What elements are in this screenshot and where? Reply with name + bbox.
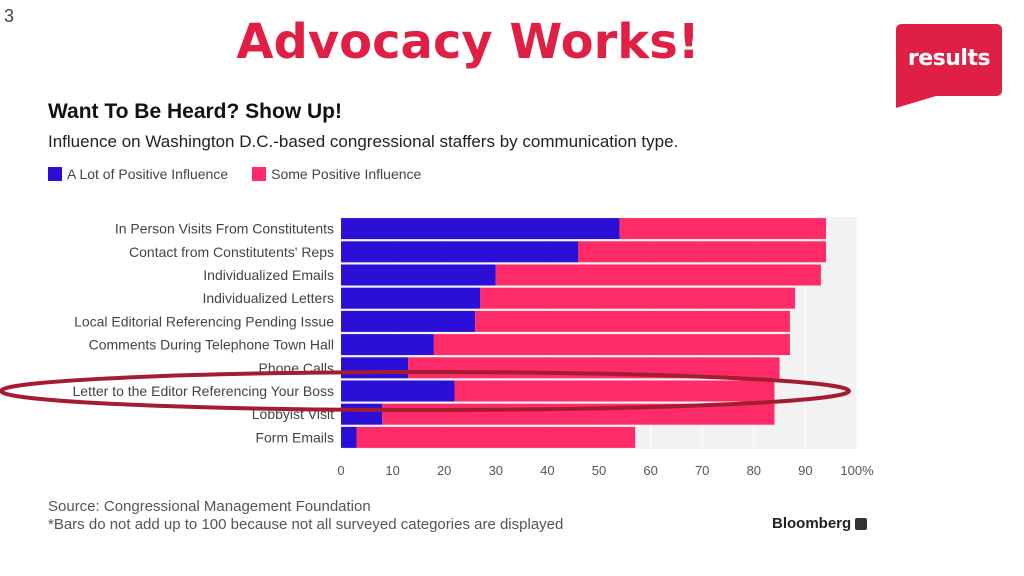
category-label: Individualized Emails bbox=[203, 267, 334, 283]
legend-item-a-lot: A Lot of Positive Influence bbox=[48, 166, 228, 182]
chart-subtitle: Influence on Washington D.C.-based congr… bbox=[48, 132, 679, 151]
legend-label-a-lot: A Lot of Positive Influence bbox=[67, 166, 229, 182]
bar-some bbox=[495, 264, 821, 286]
x-tick-label: 50 bbox=[592, 463, 606, 478]
publisher-logo: Bloomberg bbox=[772, 515, 868, 532]
publisher-name: Bloomberg bbox=[772, 515, 852, 532]
category-label: Contact from Constitutents' Reps bbox=[129, 244, 334, 260]
bar-a-lot bbox=[341, 357, 409, 379]
logo-text: results bbox=[907, 46, 991, 71]
bloomberg-chart-icon bbox=[855, 517, 868, 530]
results-logo: results bbox=[896, 24, 1002, 108]
category-label: In Person Visits From Constitutents bbox=[115, 221, 334, 237]
legend-swatch-a-lot bbox=[48, 167, 62, 181]
bar-some bbox=[480, 287, 796, 309]
bar-a-lot bbox=[341, 241, 579, 263]
bar-a-lot bbox=[341, 287, 481, 309]
legend-swatch-some bbox=[252, 167, 267, 181]
footnote-line: *Bars do not add up to 100 because not a… bbox=[48, 516, 564, 533]
chart-source: Source: Congressional Management Foundat… bbox=[48, 498, 563, 534]
bar-some bbox=[356, 426, 636, 448]
legend-item-some: Some Positive Influence bbox=[252, 166, 421, 182]
bar-a-lot bbox=[341, 264, 496, 286]
chart-title: Want To Be Heard? Show Up! bbox=[48, 100, 342, 123]
bar-a-lot bbox=[341, 380, 455, 402]
bar-some bbox=[433, 334, 790, 356]
bar-a-lot bbox=[341, 310, 476, 332]
source-line: Source: Congressional Management Foundat… bbox=[48, 498, 371, 515]
logo-shape bbox=[896, 24, 1002, 108]
highlight-ellipse bbox=[0, 370, 851, 412]
category-label: Comments During Telephone Town Hall bbox=[89, 337, 334, 353]
bar-some bbox=[578, 241, 827, 263]
bar-a-lot bbox=[341, 334, 434, 356]
category-label: Form Emails bbox=[255, 429, 334, 445]
category-label: Individualized Letters bbox=[202, 290, 334, 306]
x-tick-label: 40 bbox=[540, 463, 554, 478]
bar-some bbox=[454, 380, 775, 402]
x-tick-label: 60 bbox=[643, 463, 657, 478]
x-tick-label: 10 bbox=[385, 463, 399, 478]
x-tick-label: 0 bbox=[337, 463, 344, 478]
bar-a-lot bbox=[341, 218, 620, 240]
chart-legend: A Lot of Positive Influence Some Positiv… bbox=[48, 166, 421, 182]
x-tick-label: 80 bbox=[747, 463, 761, 478]
bar-some bbox=[619, 218, 827, 240]
x-tick-label: 20 bbox=[437, 463, 451, 478]
slide-title: Advocacy Works! bbox=[236, 14, 700, 70]
bar-a-lot bbox=[341, 403, 383, 425]
category-label: Letter to the Editor Referencing Your Bo… bbox=[73, 383, 335, 399]
x-tick-label: 100% bbox=[840, 463, 874, 478]
slide-number: 3 bbox=[4, 6, 15, 26]
bar-a-lot bbox=[341, 426, 357, 448]
x-tick-label: 30 bbox=[489, 463, 503, 478]
category-label: Local Editorial Referencing Pending Issu… bbox=[74, 313, 334, 329]
x-tick-label: 70 bbox=[695, 463, 709, 478]
legend-label-some: Some Positive Influence bbox=[271, 166, 422, 182]
x-tick-label: 90 bbox=[798, 463, 812, 478]
bar-some bbox=[475, 310, 790, 332]
